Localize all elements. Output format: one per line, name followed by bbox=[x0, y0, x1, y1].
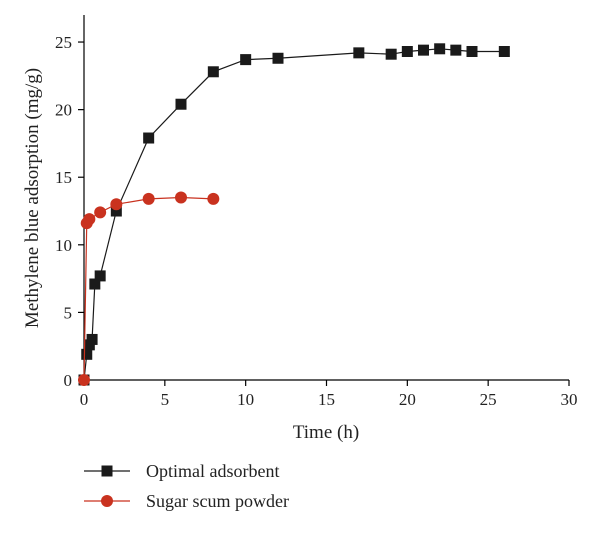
data-point-optimal-adsorbent bbox=[353, 47, 365, 59]
x-tick-label: 0 bbox=[80, 390, 89, 409]
y-tick-label: 5 bbox=[64, 303, 73, 322]
data-point-optimal-adsorbent bbox=[498, 46, 510, 57]
data-point-optimal-adsorbent bbox=[89, 278, 101, 290]
y-tick-label: 20 bbox=[55, 101, 72, 120]
data-point-optimal-adsorbent bbox=[385, 48, 397, 60]
x-tick-label: 25 bbox=[480, 390, 497, 409]
legend-marker-circle bbox=[101, 495, 113, 507]
series-line-optimal-adsorbent bbox=[83, 48, 505, 381]
x-tick-label: 30 bbox=[561, 390, 578, 409]
data-point-optimal-adsorbent bbox=[143, 132, 155, 144]
data-point-optimal-adsorbent bbox=[272, 52, 284, 64]
data-point-optimal-adsorbent bbox=[418, 44, 429, 56]
x-tick-label: 5 bbox=[161, 390, 170, 409]
x-tick-label: 10 bbox=[237, 390, 254, 409]
data-point-sugar-scum-powder bbox=[207, 192, 220, 205]
series-line-sugar-scum-powder bbox=[83, 196, 214, 381]
data-point-sugar-scum-powder bbox=[142, 192, 155, 205]
legend-label-sugar-scum-powder: Sugar scum powder bbox=[146, 491, 289, 511]
data-point-sugar-scum-powder bbox=[78, 374, 90, 386]
y-ticks: 0 5 10 15 20 25 bbox=[55, 33, 84, 390]
data-point-sugar-scum-powder bbox=[110, 198, 123, 211]
data-point-optimal-adsorbent bbox=[434, 43, 446, 55]
data-point-sugar-scum-powder bbox=[175, 191, 187, 204]
x-tick-label: 20 bbox=[399, 390, 416, 409]
y-tick-label: 25 bbox=[55, 33, 72, 52]
data-point-optimal-adsorbent bbox=[207, 66, 219, 78]
legend-marker-square bbox=[101, 465, 113, 477]
data-point-optimal-adsorbent bbox=[466, 46, 478, 57]
y-tick-label: 0 bbox=[64, 371, 73, 390]
series-sugar-scum-powder bbox=[78, 191, 220, 386]
legend: Optimal adsorbent Sugar scum powder bbox=[84, 461, 289, 511]
data-point-optimal-adsorbent bbox=[81, 348, 93, 360]
data-point-optimal-adsorbent bbox=[175, 98, 187, 110]
plot-frame bbox=[83, 15, 569, 381]
legend-label-optimal-adsorbent: Optimal adsorbent bbox=[146, 461, 279, 481]
series-optimal-adsorbent bbox=[78, 43, 510, 386]
data-point-optimal-adsorbent bbox=[94, 270, 106, 282]
legend-item-sugar-scum-powder: Sugar scum powder bbox=[84, 491, 289, 511]
data-point-optimal-adsorbent bbox=[240, 54, 252, 66]
legend-item-optimal-adsorbent: Optimal adsorbent bbox=[84, 461, 279, 481]
data-point-sugar-scum-powder bbox=[94, 206, 107, 219]
x-tick-label: 15 bbox=[318, 390, 335, 409]
x-axis-title: Time (h) bbox=[293, 422, 359, 443]
x-ticks: 0 5 10 15 20 25 30 bbox=[80, 380, 578, 409]
y-tick-label: 15 bbox=[55, 168, 72, 187]
y-tick-label: 10 bbox=[55, 236, 72, 255]
data-point-optimal-adsorbent bbox=[450, 44, 462, 56]
series-layer bbox=[78, 43, 510, 386]
y-axis-title: Methylene blue adsorption (mg/g) bbox=[22, 68, 43, 328]
data-point-optimal-adsorbent bbox=[86, 333, 98, 345]
data-point-optimal-adsorbent bbox=[110, 205, 122, 217]
data-point-optimal-adsorbent bbox=[401, 46, 413, 57]
data-point-sugar-scum-powder bbox=[83, 213, 96, 226]
